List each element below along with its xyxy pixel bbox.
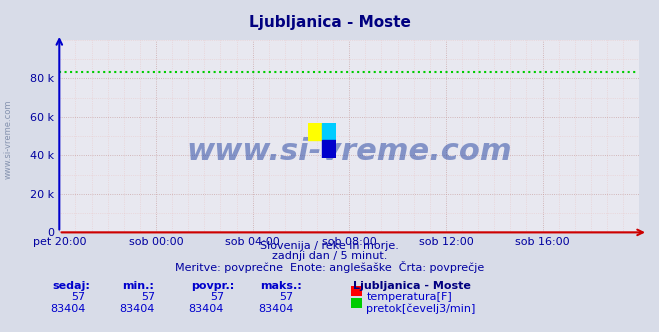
Text: maks.:: maks.: [260,281,302,290]
Bar [322,140,336,158]
Text: 83404: 83404 [50,304,86,314]
Text: Ljubljanica - Moste: Ljubljanica - Moste [353,281,471,290]
Text: 57: 57 [141,292,155,302]
Text: Ljubljanica - Moste: Ljubljanica - Moste [248,15,411,30]
Text: www.si-vreme.com: www.si-vreme.com [4,100,13,179]
Text: 83404: 83404 [119,304,155,314]
Text: temperatura[F]: temperatura[F] [366,292,452,302]
Text: sedaj:: sedaj: [53,281,90,290]
Text: zadnji dan / 5 minut.: zadnji dan / 5 minut. [272,251,387,261]
Text: pretok[čevelj3/min]: pretok[čevelj3/min] [366,304,476,314]
Text: 83404: 83404 [258,304,293,314]
Text: Meritve: povprečne  Enote: anglešaške  Črta: povprečje: Meritve: povprečne Enote: anglešaške Črt… [175,261,484,273]
Text: www.si-vreme.com: www.si-vreme.com [186,137,512,166]
Bar [308,123,322,140]
Text: 57: 57 [210,292,224,302]
Text: povpr.:: povpr.: [191,281,235,290]
Bar [322,123,336,140]
Text: 57: 57 [72,292,86,302]
Text: 83404: 83404 [188,304,224,314]
Text: min.:: min.: [122,281,154,290]
Text: 57: 57 [279,292,293,302]
Text: Slovenija / reke in morje.: Slovenija / reke in morje. [260,241,399,251]
